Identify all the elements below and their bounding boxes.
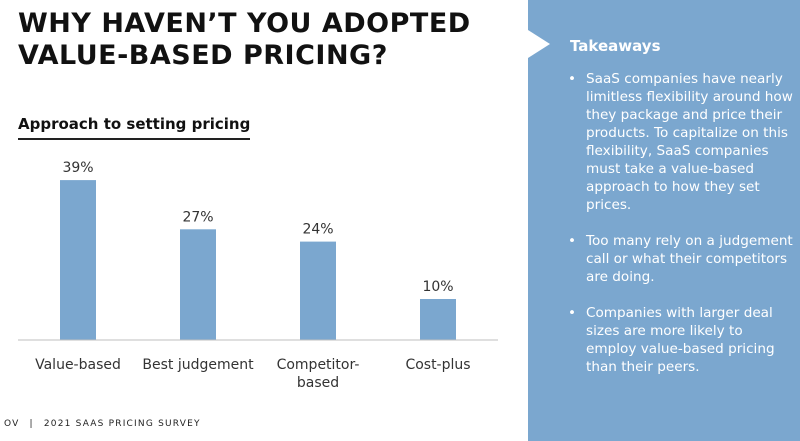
bar [420,299,456,340]
takeaways-panel [528,0,800,441]
category-label-line: Competitor- [277,357,360,373]
takeaway-item: • SaaS companies have nearly limitless f… [566,70,794,214]
takeaway-item: • Too many rely on a judgement call or w… [566,232,794,286]
page-title: WHY HAVEN’T YOU ADOPTED VALUE-BASED PRIC… [18,8,518,72]
footer-text: 2021 SAAS PRICING SURVEY [43,419,201,429]
takeaways-list: • SaaS companies have nearly limitless f… [566,70,794,394]
bar-chart: 39% 27% 24% 10% Value-based Best judgement Co… [18,160,498,391]
takeaway-text: Companies with larger deal sizes are mor… [586,305,775,375]
category-label-line: Best judgement [142,357,254,373]
category-label-line: Cost-plus [405,357,470,373]
category-label: Value-based [35,357,121,373]
footer-logo: OV [4,419,20,429]
bar-value-label: 24% [302,222,333,238]
takeaway-text: Too many rely on a judgement call or wha… [586,233,793,285]
category-label: Best judgement [142,357,254,373]
bar-value-label: 27% [182,209,213,225]
bar [60,180,96,340]
bar-value-label: 39% [62,160,93,176]
bullet-icon: • [568,71,577,87]
panel-arrow-notch [528,30,550,58]
takeaways-title: Takeaways [570,37,661,55]
takeaway-text: SaaS companies have nearly limitless fle… [586,71,793,213]
bar-value-label: 10% [422,279,453,295]
bar [180,229,216,340]
page-title-line-1: WHY HAVEN’T YOU ADOPTED [18,8,471,39]
bar [300,241,336,340]
category-label-line: based [297,375,339,391]
page-title-line-2: VALUE-BASED PRICING? [18,40,388,71]
chart-title: Approach to setting pricing [18,115,251,133]
bullet-icon: • [568,233,577,249]
category-label: Cost-plus [405,357,470,373]
category-label-line: Value-based [35,357,121,373]
footer: OV | 2021 SAAS PRICING SURVEY [4,419,201,429]
chart-title-underline [18,138,250,140]
category-label: Competitor-based [277,357,360,391]
bullet-icon: • [568,305,577,321]
footer-separator: | [29,419,34,429]
takeaway-item: • Companies with larger deal sizes are m… [566,304,794,376]
